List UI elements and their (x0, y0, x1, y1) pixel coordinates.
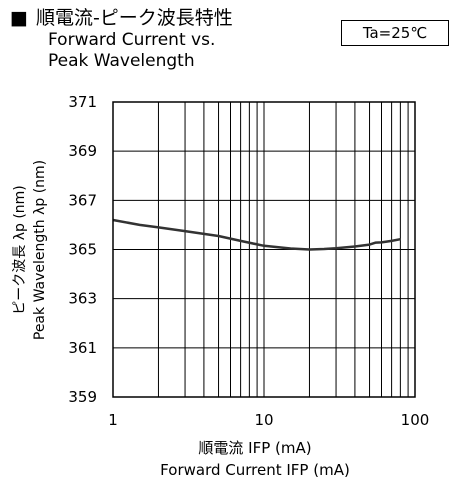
y-tick-label: 363 (68, 290, 97, 308)
y-tick-label: 365 (68, 241, 97, 259)
y-tick-label: 371 (68, 93, 97, 111)
y-tick-label: 361 (68, 339, 97, 357)
y-tick-label: 359 (68, 388, 97, 406)
chart-title-block: ■ 順電流-ピーク波長特性 Forward Current vs. Peak Wa… (10, 6, 233, 72)
y-tick-label: 367 (68, 191, 97, 209)
chart-title-jp-text: 順電流-ピーク波長特性 (35, 7, 233, 29)
x-tick-label: 10 (254, 411, 273, 429)
chart-title-en-line1: Forward Current vs. (48, 30, 216, 50)
x-axis-label-en: Forward Current IFP (mA) (160, 461, 350, 479)
x-tick-label: 1 (108, 411, 118, 429)
chart-title-jp: ■ 順電流-ピーク波長特性 (10, 6, 233, 30)
grid-lines (113, 102, 415, 397)
plot-frame (112, 101, 416, 398)
x-axis-label-jp: 順電流 IFP (mA) (198, 439, 311, 457)
series-line (112, 218, 401, 251)
x-tick-label: 100 (401, 411, 430, 429)
square-bullet-icon: ■ (10, 7, 28, 29)
chart-title-en-line2: Peak Wavelength (48, 51, 195, 71)
y-tick-label: 369 (68, 142, 97, 160)
condition-box: Ta=25℃ (341, 20, 449, 46)
tick-labels: 371 369 367 365 363 361 359 1 10 100 (68, 93, 429, 429)
series-layer (112, 218, 401, 251)
y-axis-label-jp: ピーク波長 λp (nm) (12, 185, 28, 315)
y-axis-label-en: Peak Wavelength λp (nm) (32, 160, 48, 340)
